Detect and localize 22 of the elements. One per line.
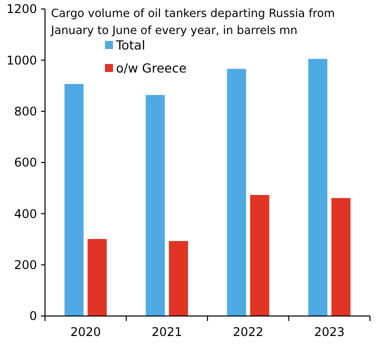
y-tick-label: 1200 <box>6 2 37 16</box>
y-tick-label: 1000 <box>6 53 37 68</box>
bar <box>88 238 107 316</box>
bar <box>227 68 246 316</box>
y-tick-label: 400 <box>14 206 37 221</box>
x-tick-label: 2023 <box>314 325 345 339</box>
legend-label: Total <box>115 37 146 52</box>
text: Cargo volume of oil tankers departing Russia from January to June of every year, in barrels mn <box>50 7 335 37</box>
y-tick-label: 600 <box>14 156 37 170</box>
bar <box>250 194 270 316</box>
x-tick-label: 2020 <box>70 325 101 339</box>
bar <box>308 58 328 316</box>
y-tick-label: 200 <box>14 258 37 272</box>
x-tick-label: 2021 <box>152 325 182 339</box>
bar <box>64 84 84 316</box>
bar <box>168 241 188 316</box>
bar <box>146 94 165 316</box>
y-tick-label: 0 <box>29 309 37 324</box>
bar <box>331 198 350 316</box>
x-tick-label: 2022 <box>232 325 264 339</box>
y-tick-label: 800 <box>14 104 37 119</box>
legend-label: o/w Greece <box>116 60 187 76</box>
